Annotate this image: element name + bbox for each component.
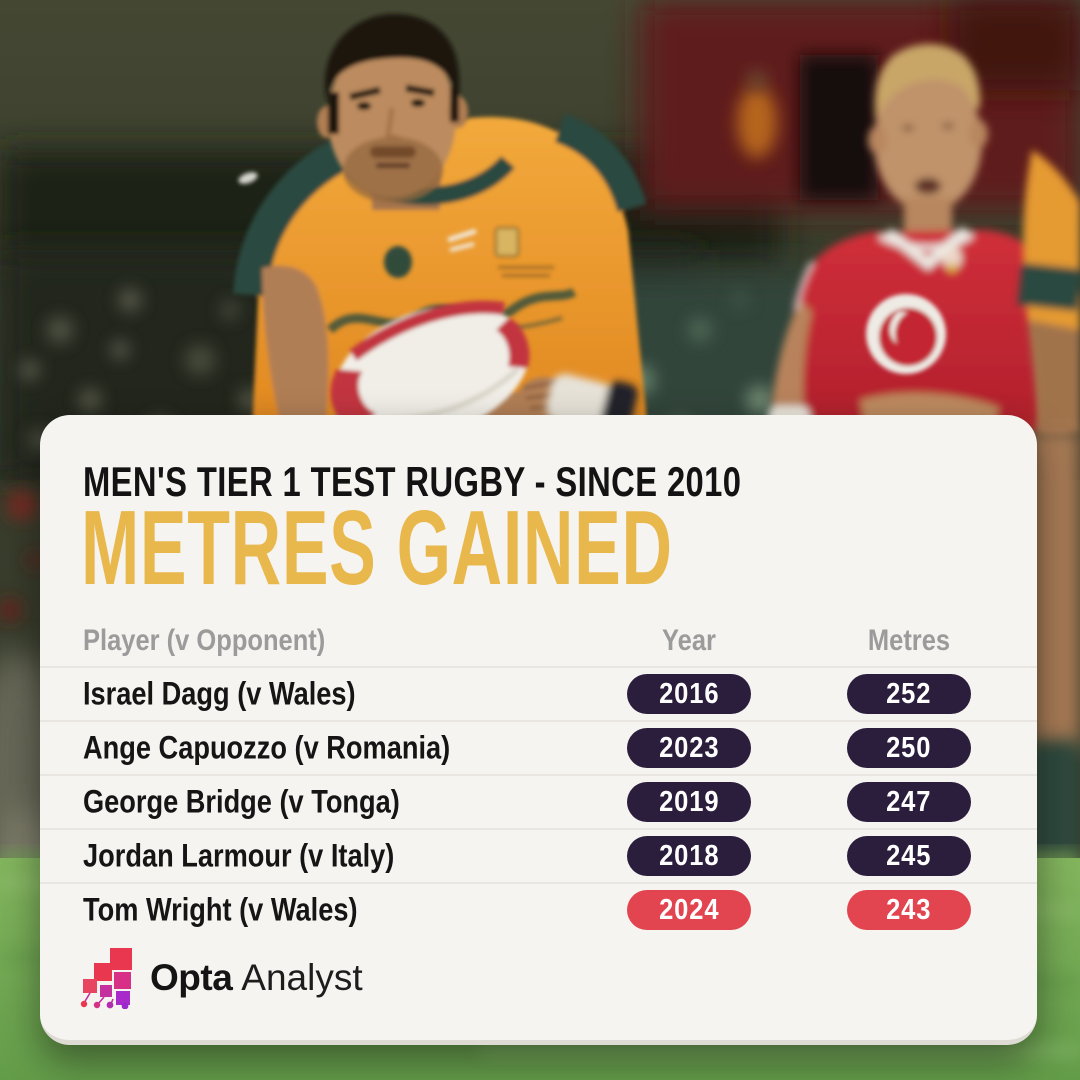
metres-value: 247 <box>886 785 932 818</box>
table-header: Player (v Opponent) Year Metres <box>40 620 1037 662</box>
metres-value: 243 <box>886 893 932 926</box>
player-name: George Bridge (v Tonga) <box>83 783 400 820</box>
table-row: George Bridge (v Tonga) 2019 247 <box>40 774 1037 828</box>
metres-value: 252 <box>886 677 932 710</box>
metres-pill: 252 <box>847 674 971 714</box>
stat-card: MEN'S TIER 1 TEST RUGBY - SINCE 2010 MET… <box>40 415 1037 1045</box>
year-value: 2016 <box>658 677 720 710</box>
australia-player <box>233 14 648 439</box>
metres-pill: 243 <box>847 890 971 930</box>
kicker: MEN'S TIER 1 TEST RUGBY - SINCE 2010 <box>83 458 742 505</box>
australia-player-head <box>317 14 468 203</box>
year-pill: 2018 <box>627 836 751 876</box>
table-row: Israel Dagg (v Wales) 2016 252 <box>40 666 1037 720</box>
year-value: 2018 <box>658 839 720 872</box>
table-row: Ange Capuozzo (v Romania) 2023 250 <box>40 720 1037 774</box>
year-pill: 2016 <box>627 674 751 714</box>
vodafone-logo-mark <box>866 294 946 374</box>
player-name: Israel Dagg (v Wales) <box>83 675 356 712</box>
year-value: 2023 <box>658 731 720 764</box>
table-body: Israel Dagg (v Wales) 2016 252 Ange Capu… <box>40 666 1037 936</box>
year-value: 2019 <box>658 785 720 818</box>
column-header-year: Year <box>662 624 716 657</box>
table-row: Tom Wright (v Wales) 2024 243 <box>40 882 1037 936</box>
metres-value: 245 <box>886 839 932 872</box>
page-title: METRES GAINED <box>81 489 673 607</box>
year-pill: 2019 <box>627 782 751 822</box>
third-player <box>1017 150 1080 860</box>
year-value: 2024 <box>658 893 720 926</box>
opta-logo-icon <box>80 948 132 1009</box>
column-header-metres: Metres <box>867 624 951 657</box>
year-pill: 2024 <box>627 890 751 930</box>
column-header-player: Player (v Opponent) <box>83 624 326 657</box>
player-name: Jordan Larmour (v Italy) <box>83 837 395 874</box>
opta-logo-primary: Opta <box>150 957 233 998</box>
table-row: Jordan Larmour (v Italy) 2018 245 <box>40 828 1037 882</box>
opta-logo-text: Opta Analyst <box>150 957 363 999</box>
metres-pill: 245 <box>847 836 971 876</box>
year-pill: 2023 <box>627 728 751 768</box>
rugby-ball <box>330 300 530 439</box>
player-name: Tom Wright (v Wales) <box>83 891 358 928</box>
opta-logo-secondary: Analyst <box>241 957 363 998</box>
metres-pill: 250 <box>847 728 971 768</box>
moth-speck <box>238 172 258 184</box>
metres-pill: 247 <box>847 782 971 822</box>
opta-analyst-logo: Opta Analyst <box>80 947 363 1009</box>
metres-value: 250 <box>886 731 932 764</box>
player-name: Ange Capuozzo (v Romania) <box>83 729 451 766</box>
